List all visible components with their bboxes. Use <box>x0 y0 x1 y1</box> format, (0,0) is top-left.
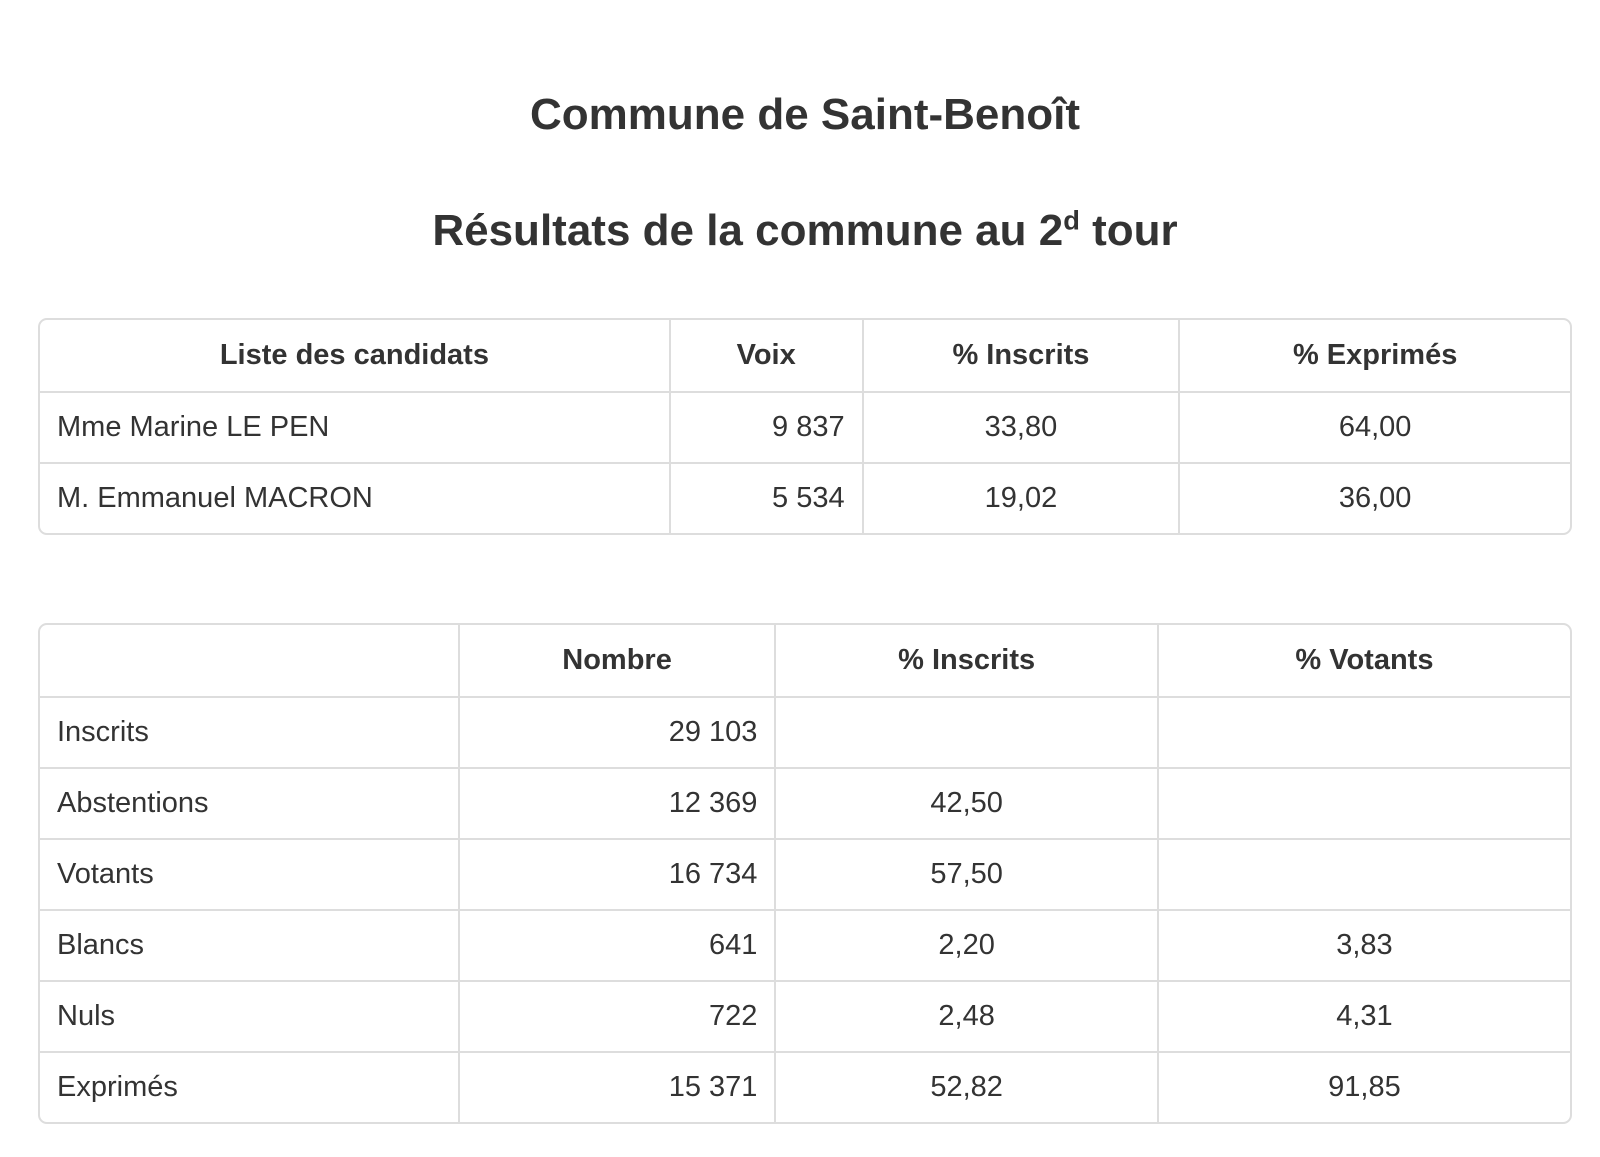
candidate-pct-exprimes: 36,00 <box>1178 462 1570 533</box>
candidates-header-row: Liste des candidats Voix % Inscrits % Ex… <box>40 320 1570 391</box>
row-pct-votants: 4,31 <box>1156 980 1570 1051</box>
candidates-table: Liste des candidats Voix % Inscrits % Ex… <box>38 318 1572 535</box>
row-label: Nuls <box>40 980 458 1051</box>
page-subtitle: Résultats de la commune au 2d tour <box>38 140 1572 256</box>
row-pct-votants: 3,83 <box>1156 909 1570 980</box>
page-title: Commune de Saint-Benoît <box>529 90 1081 139</box>
header-voix: Voix <box>668 320 862 391</box>
row-label: Exprimés <box>40 1051 458 1122</box>
row-label: Votants <box>40 838 458 909</box>
row-nombre: 16 734 <box>457 838 775 909</box>
candidate-voix: 5 534 <box>668 462 862 533</box>
subtitle-text-suffix: tour <box>1079 206 1178 255</box>
row-pct-votants <box>1156 838 1570 909</box>
candidate-row-le-pen: Mme Marine LE PEN 9 837 33,80 64,00 <box>40 391 1570 462</box>
row-pct-votants <box>1156 767 1570 838</box>
row-votants: Votants 16 734 57,50 <box>40 838 1570 909</box>
candidate-voix: 9 837 <box>668 391 862 462</box>
candidate-name: M. Emmanuel MACRON <box>40 462 669 533</box>
row-label: Inscrits <box>40 696 458 767</box>
row-nombre: 722 <box>457 980 775 1051</box>
candidate-row-macron: M. Emmanuel MACRON 5 534 19,02 36,00 <box>40 462 1570 533</box>
header-pct-inscrits: % Inscrits <box>861 320 1179 391</box>
row-inscrits: Inscrits 29 103 <box>40 696 1570 767</box>
header-pct-inscrits: % Inscrits <box>774 625 1157 696</box>
row-pct-votants <box>1156 696 1570 767</box>
row-pct-inscrits: 57,50 <box>774 838 1157 909</box>
candidate-pct-exprimes: 64,00 <box>1178 391 1570 462</box>
header-empty <box>40 625 458 696</box>
header-nombre: Nombre <box>457 625 775 696</box>
header-pct-exprimes: % Exprimés <box>1178 320 1570 391</box>
row-pct-inscrits <box>774 696 1157 767</box>
participation-header-row: Nombre % Inscrits % Votants <box>40 625 1570 696</box>
candidate-pct-inscrits: 33,80 <box>861 391 1179 462</box>
row-nombre: 15 371 <box>457 1051 775 1122</box>
subtitle-superscript: d <box>1063 204 1080 236</box>
subtitle-text: Résultats de la commune au 2 <box>432 206 1064 255</box>
row-label: Abstentions <box>40 767 458 838</box>
header-pct-votants: % Votants <box>1156 625 1570 696</box>
row-pct-votants: 91,85 <box>1156 1051 1570 1122</box>
row-pct-inscrits: 2,48 <box>774 980 1157 1051</box>
row-blancs: Blancs 641 2,20 3,83 <box>40 909 1570 980</box>
row-nombre: 641 <box>457 909 775 980</box>
row-pct-inscrits: 52,82 <box>774 1051 1157 1122</box>
row-label: Blancs <box>40 909 458 980</box>
row-nombre: 12 369 <box>457 767 775 838</box>
row-nombre: 29 103 <box>457 696 775 767</box>
header-liste-des-candidats: Liste des candidats <box>219 339 489 371</box>
row-pct-inscrits: 2,20 <box>774 909 1157 980</box>
row-abstentions: Abstentions 12 369 42,50 <box>40 767 1570 838</box>
row-pct-inscrits: 42,50 <box>774 767 1157 838</box>
participation-table: Nombre % Inscrits % Votants Inscrits 29 … <box>38 623 1572 1124</box>
candidate-name: Mme Marine LE PEN <box>40 391 669 462</box>
candidate-pct-inscrits: 19,02 <box>861 462 1179 533</box>
row-exprimes: Exprimés 15 371 52,82 91,85 <box>40 1051 1570 1122</box>
row-nuls: Nuls 722 2,48 4,31 <box>40 980 1570 1051</box>
